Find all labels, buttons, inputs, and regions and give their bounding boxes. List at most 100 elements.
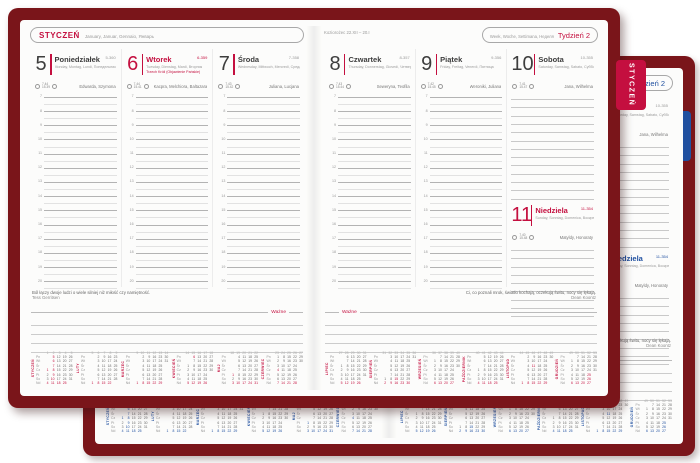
hour-label: 8	[131, 108, 134, 113]
hour-line	[338, 139, 411, 141]
mini-cal-row: Nd 4 11 18 25	[542, 429, 573, 434]
mini-cal-row: Śr 7 14 21 28	[36, 363, 73, 368]
half-hour-row	[126, 241, 209, 248]
day-of-year-code: 7-358	[288, 54, 300, 60]
mini-cal-row: Śr 1 8 15 22 29	[330, 363, 367, 368]
day-number: 8	[329, 52, 341, 75]
day-header: 5-360 5 Poniedziałek Monday, Montag, Lun…	[34, 53, 117, 81]
weekday-label: Śr	[542, 411, 546, 416]
half-hour-line	[135, 217, 209, 219]
weekday-label: Cz	[341, 416, 346, 421]
hour-line	[135, 238, 209, 240]
hour-grid: 7 8 9 10 11 12 13 14 15 16 17 18 19 20	[34, 92, 117, 291]
hour-row: 14	[328, 191, 411, 198]
half-hour-row	[126, 99, 209, 106]
hour-line	[338, 281, 411, 283]
hour-label: 15	[38, 207, 42, 212]
name-days: Seweryna, Teofila	[376, 83, 410, 89]
half-hour-row	[420, 255, 503, 262]
important-section-left: Ważne	[30, 309, 304, 354]
half-hour-row	[34, 283, 117, 290]
half-hour-line	[227, 160, 301, 162]
weekday-label: Nd	[423, 381, 428, 386]
day-of-year-code: 10-355	[580, 54, 594, 60]
weekday-label: Cz	[405, 416, 410, 421]
hour-row: 20	[328, 276, 411, 283]
mini-cal-row: Cz 7 14 21 28	[296, 416, 334, 421]
hour-row: 18	[328, 248, 411, 255]
half-hour-row	[126, 170, 209, 177]
hour-row: 12	[126, 163, 209, 170]
half-hour-line	[227, 274, 301, 276]
hour-label: 12	[221, 165, 226, 170]
mini-cal-row: Cz 5 12 19 26	[200, 416, 238, 421]
weekday-label: Pt	[373, 372, 377, 377]
weekday-label: Pt	[498, 420, 502, 425]
hour-row: 17	[328, 234, 411, 241]
mini-cal-row: Wt 2 9 16 23 30	[341, 407, 378, 412]
mini-cal-row: Pt 4 11 18 25	[423, 372, 454, 377]
weekday-label: Nd	[373, 381, 379, 386]
day-of-year-code: 8-357	[399, 54, 410, 60]
hour-line	[135, 181, 209, 183]
ruled-line	[511, 166, 595, 175]
weekday-label: Cz	[176, 368, 181, 373]
hour-row: 7	[217, 92, 301, 99]
mini-cal-row: Śr 4 11 18 25	[585, 411, 623, 416]
half-hour-row	[328, 156, 411, 163]
hour-line	[429, 281, 503, 283]
ruled-line	[511, 309, 595, 318]
weekday-label: Pt	[405, 420, 409, 425]
mini-cal-row: Cz 3 10 17 24 31	[635, 416, 672, 421]
mini-cal-row: Wt 7 14 21 28	[405, 407, 442, 412]
half-hour-row	[126, 255, 209, 262]
mini-cal-row: Wt 1 8 15 22 29	[423, 359, 460, 364]
half-hour-row	[328, 141, 411, 148]
day-title: 5 Poniedziałek Monday, Montag, Lundi, По…	[34, 53, 117, 75]
half-hour-line	[429, 103, 503, 105]
sunday-lines	[511, 243, 595, 318]
half-hour-row	[34, 212, 117, 219]
half-hour-row	[328, 227, 411, 234]
ruled-line	[586, 357, 670, 366]
hour-row: 11	[420, 149, 503, 156]
half-hour-line	[135, 189, 209, 191]
important-section-right: Ważne	[324, 309, 598, 354]
half-hour-line	[338, 274, 411, 276]
day-header: 9-356 9 Piątek Friday, Freitag, Venerdì,…	[420, 53, 503, 81]
day-name: Poniedziałek	[54, 54, 100, 64]
mini-cal-row: Śr 2 9 16 23 30	[635, 411, 672, 416]
half-hour-row	[217, 170, 301, 177]
hour-row: 19	[328, 262, 411, 269]
hour-label: 19	[221, 264, 226, 269]
hour-row: 19	[217, 262, 301, 269]
hour-row: 10	[34, 134, 117, 141]
weekday-label: So	[341, 424, 346, 429]
divider	[233, 53, 235, 75]
ruled-line	[511, 133, 595, 142]
hour-line	[429, 267, 503, 269]
week-numbers-row: 49 50 51 52 53	[569, 350, 597, 355]
hour-label: 14	[129, 193, 134, 198]
weekday-label: Śr	[36, 363, 40, 368]
mini-cal-row: Cz 5 12 19 26	[125, 368, 163, 373]
hour-row: 19	[126, 262, 209, 269]
half-hour-line	[338, 146, 411, 148]
half-hour-row	[420, 113, 503, 120]
mini-cal-row: Pt 3 10 17 24 31	[405, 420, 442, 425]
half-hour-row	[328, 99, 411, 106]
day-columns-left: 5-360 5 Poniedziałek Monday, Montag, Lun…	[30, 48, 304, 290]
hour-label: 16	[38, 222, 42, 227]
half-hour-row	[126, 198, 209, 205]
ruled-line	[586, 190, 670, 198]
half-hour-row	[328, 184, 411, 191]
half-hour-line	[227, 189, 301, 191]
